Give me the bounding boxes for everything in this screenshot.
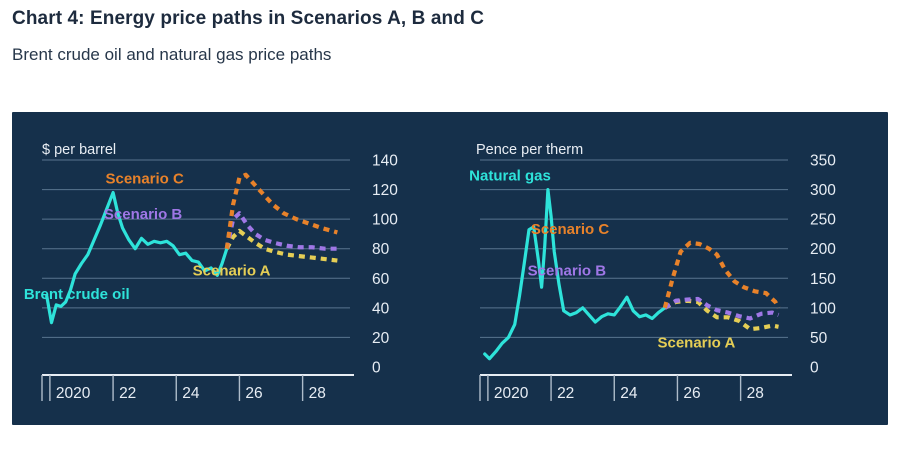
series-annotation-scenario-b: Scenario B [104, 206, 183, 223]
y-axis-tick-label: 150 [810, 271, 836, 288]
y-axis-tick-label: 0 [810, 360, 819, 377]
unit-label-right: Pence per therm [476, 142, 584, 158]
y-axis-tick-label: 50 [810, 330, 828, 347]
x-axis: 2020 22 24 26 28 [41, 374, 354, 402]
charts-panel: $ per barrel 0 20 40 60 80 100 120 140 2020 22 24 2… [12, 112, 888, 425]
y-axis-tick-label: 100 [372, 212, 398, 229]
y-axis-tick-label: 60 [372, 271, 390, 288]
x-axis-tick-label: 28 [309, 385, 326, 402]
series-line-scenario-c [224, 172, 338, 250]
series-line-scenario-a [224, 228, 338, 263]
x-axis-tick-label: 26 [245, 385, 262, 402]
y-axis-tick-label: 80 [372, 241, 390, 258]
gridlines: 0 50 100 150 200 250 300 350 [480, 153, 836, 377]
y-axis-tick-label: 350 [810, 153, 836, 170]
series-line-scenario-b [224, 211, 338, 251]
x-axis-tick-label: 2020 [494, 385, 529, 402]
series-annotation-scenario-a: Scenario A [193, 262, 271, 279]
series-annotation-natural-gas: Natural gas [469, 168, 551, 185]
charts-row: $ per barrel 0 20 40 60 80 100 120 140 2020 22 24 2… [12, 112, 888, 425]
y-axis-tick-label: 250 [810, 212, 836, 229]
gridlines: 0 20 40 60 80 100 120 140 [42, 153, 398, 377]
chart-svg-host-right: 0 50 100 150 200 250 300 350 2020 22 24 26 28 Natural… [450, 112, 888, 425]
x-axis: 2020 22 24 26 28 [479, 374, 792, 402]
y-axis-tick-label: 200 [810, 241, 836, 258]
y-axis-tick-label: 20 [372, 330, 390, 347]
x-axis-tick-label: 22 [557, 385, 574, 402]
series-annotation-scenario-c: Scenario C [105, 171, 184, 188]
unit-label-left: $ per barrel [42, 142, 117, 158]
series-line-scenario-b [663, 296, 780, 321]
x-axis-tick-label: 24 [620, 385, 638, 402]
chart-panel-brent-crude-oil: $ per barrel 0 20 40 60 80 100 120 140 2020 22 24 2… [12, 112, 450, 425]
chart-svg-host-left: 0 20 40 60 80 100 120 140 2020 22 24 26 28 Scenario C… [12, 112, 450, 425]
chart-panel-natural-gas: Pence per therm 0 50 100 150 200 250 300 350 202… [450, 112, 888, 425]
x-axis-tick-label: 24 [182, 385, 200, 402]
page-subtitle: Brent crude oil and natural gas price pa… [12, 45, 332, 64]
y-axis-tick-label: 100 [810, 300, 836, 317]
series-annotation-brent-crude-oil: Brent crude oil [24, 286, 130, 303]
x-axis-tick-label: 22 [119, 385, 136, 402]
y-axis-tick-label: 120 [372, 182, 398, 199]
y-axis-tick-label: 300 [810, 182, 836, 199]
series-line-brent-crude-oil [45, 190, 229, 325]
page-title: Chart 4: Energy price paths in Scenarios… [12, 8, 485, 29]
series-line-natural-gas [483, 187, 667, 361]
x-axis-tick-label: 28 [747, 385, 764, 402]
y-axis-tick-label: 0 [372, 360, 381, 377]
y-axis-tick-label: 140 [372, 153, 398, 170]
x-axis-tick-label: 26 [683, 385, 700, 402]
series-annotation-scenario-c: Scenario C [531, 221, 610, 238]
y-axis-tick-label: 40 [372, 300, 390, 317]
series-annotation-scenario-b: Scenario B [528, 262, 607, 279]
x-axis-tick-label: 2020 [56, 385, 91, 402]
series-annotation-scenario-a: Scenario A [657, 334, 735, 351]
series-line-scenario-c [662, 240, 781, 309]
